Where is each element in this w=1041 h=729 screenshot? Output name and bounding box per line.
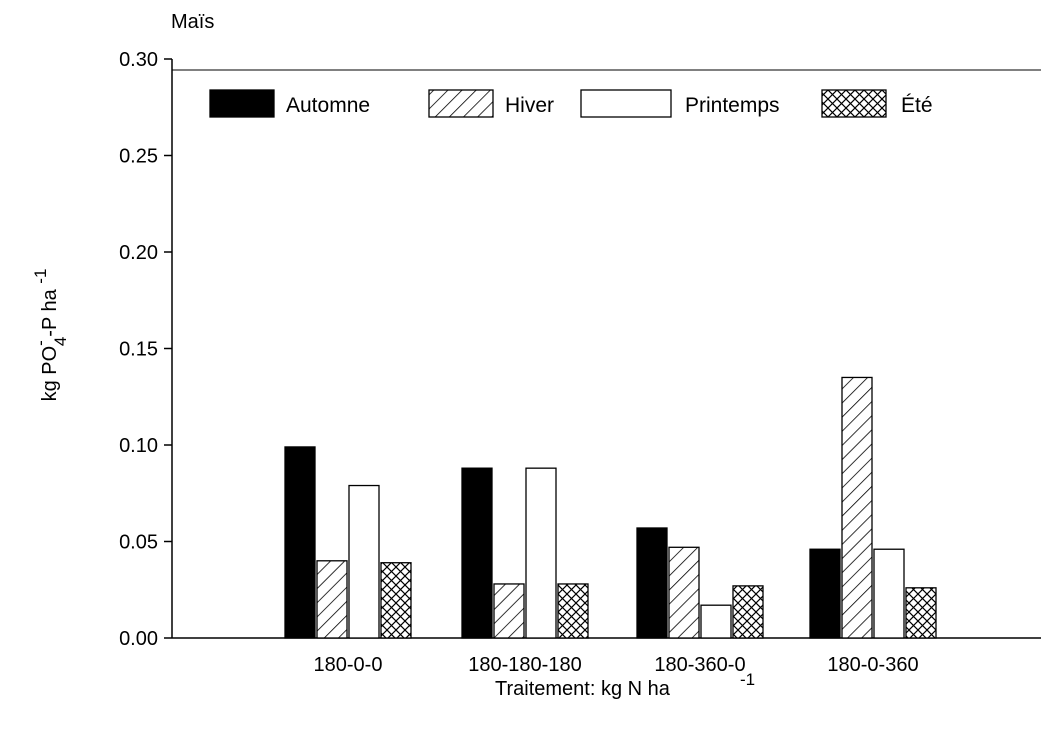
x-tick-label: 180-180-180 xyxy=(468,654,581,676)
bar-crosshatch-2 xyxy=(732,585,764,639)
bar-diagonal-0 xyxy=(316,560,348,639)
bar-empty-2 xyxy=(700,604,732,639)
legend-swatch-solid xyxy=(209,89,275,118)
bar-crosshatch-1 xyxy=(557,583,589,639)
bar-crosshatch-3 xyxy=(905,587,937,639)
legend-label: Automne xyxy=(286,94,370,117)
y-tick-label: 0.25 xyxy=(119,146,158,168)
bar-diagonal-1 xyxy=(493,583,525,639)
legend-label: Hiver xyxy=(505,94,554,117)
bar-solid-0 xyxy=(284,446,316,639)
legend-swatch-empty xyxy=(580,89,672,118)
y-tick-label: 0.05 xyxy=(119,532,158,554)
y-axis-label-sub: 4 xyxy=(51,337,70,346)
legend: Automne Hiver Printemps Été xyxy=(209,89,933,118)
bars xyxy=(284,376,937,639)
y-axis-label-prefix: kg PO xyxy=(39,346,61,402)
x-tick-label: 180-360-0 xyxy=(654,654,745,676)
bar-empty-0 xyxy=(348,484,380,639)
bar-empty-3 xyxy=(873,548,905,639)
y-axis-label-suffix: -P ha xyxy=(39,284,61,337)
y-axis-label: kg PO-4-P ha -1 xyxy=(31,269,70,402)
y-tick-label: 0.20 xyxy=(119,242,158,264)
y-axis-label-exp: -1 xyxy=(31,269,50,284)
bar-empty-1 xyxy=(525,467,557,639)
svg-text:kg PO-4-P ha -1: kg PO-4-P ha -1 xyxy=(31,269,70,402)
y-tick-label: 0.15 xyxy=(119,339,158,361)
legend-label: Été xyxy=(901,94,933,117)
bar-solid-1 xyxy=(461,467,493,639)
x-axis-label: Traitement: kg N ha -1 xyxy=(495,670,755,700)
bar-solid-3 xyxy=(809,548,841,639)
x-axis-label-sup: -1 xyxy=(740,670,755,689)
legend-swatch-crosshatch xyxy=(821,89,887,118)
chart-title: Maïs xyxy=(171,11,214,33)
x-tick-label: 180-0-0 xyxy=(314,654,383,676)
x-tick-label: 180-0-360 xyxy=(827,654,918,676)
y-ticks: 0.00 0.05 0.10 0.15 0.20 0.25 0.30 xyxy=(119,49,172,650)
y-tick-label: 0.10 xyxy=(119,435,158,457)
y-axis-label-sup: - xyxy=(31,340,50,346)
y-tick-label: 0.00 xyxy=(119,628,158,650)
bar-crosshatch-0 xyxy=(380,562,412,639)
y-tick-label: 0.30 xyxy=(119,49,158,71)
legend-label: Printemps xyxy=(685,94,780,117)
legend-swatch-diagonal xyxy=(428,89,494,118)
bar-diagonal-3 xyxy=(841,376,873,639)
x-ticks: 180-0-0 180-180-180 180-360-0 180-0-360 xyxy=(314,654,919,676)
bar-diagonal-2 xyxy=(668,546,700,639)
bar-solid-2 xyxy=(636,527,668,639)
x-axis-label-text: Traitement: kg N ha xyxy=(495,678,671,700)
